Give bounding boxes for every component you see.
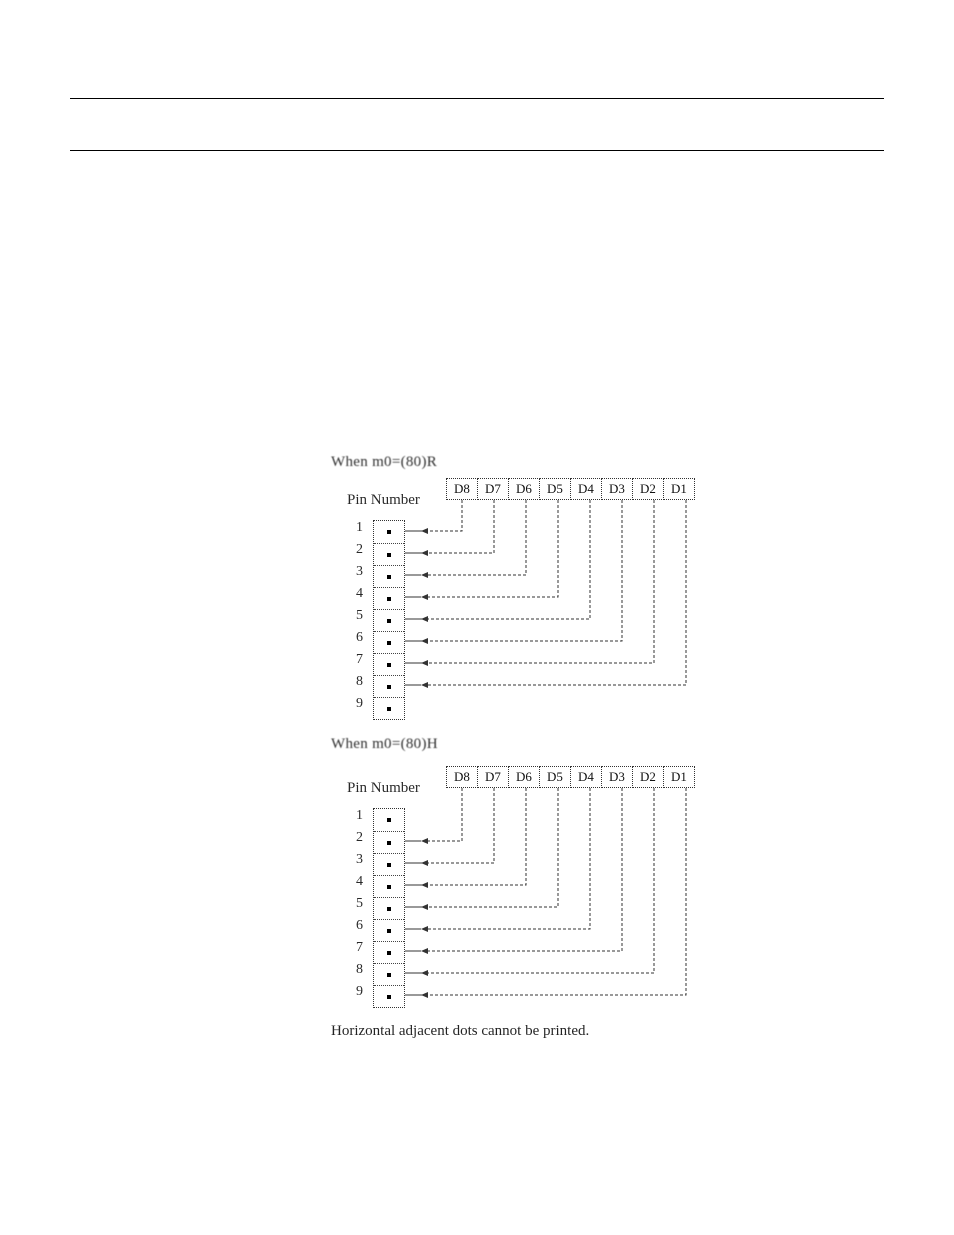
divider-top [70, 98, 884, 99]
connectors [331, 478, 851, 738]
caption-m0-r: When m0=(80)R [331, 454, 437, 471]
page: When m0=(80)R Pin Number D8D7D6D5D4D3D2D… [0, 0, 954, 1235]
connectors [331, 766, 851, 1026]
caption-m0-h: When m0=(80)H [331, 736, 438, 753]
divider-bottom [70, 150, 884, 151]
diagram-a: Pin Number D8D7D6D5D4D3D2D1 123456789 [331, 478, 851, 738]
diagram-b: Pin Number D8D7D6D5D4D3D2D1 123456789 [331, 766, 851, 1026]
footnote: Horizontal adjacent dots cannot be print… [331, 1023, 589, 1040]
